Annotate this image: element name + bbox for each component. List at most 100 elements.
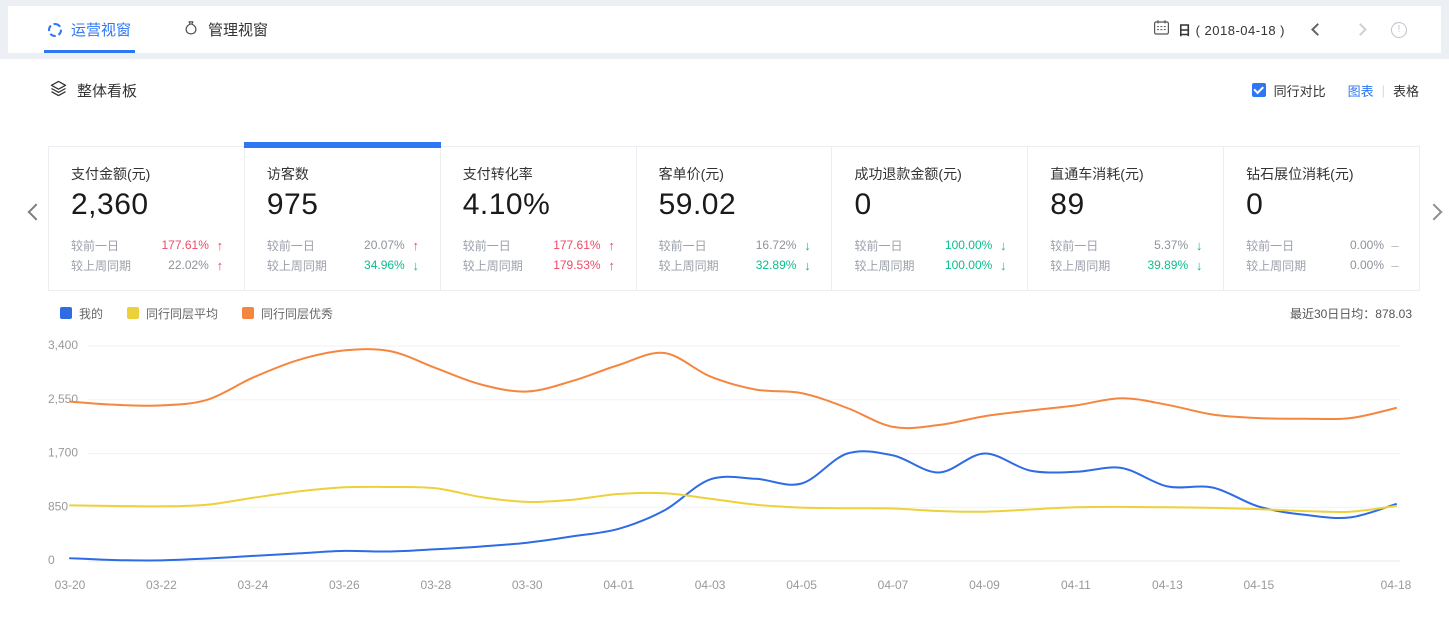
x-axis-label: 04-03 <box>695 578 726 592</box>
metric-row-label: 较上周同期 <box>462 258 523 273</box>
y-axis-label: 1,700 <box>48 446 78 460</box>
metric-row-label: 较前一日 <box>462 238 511 253</box>
metric-rows: 较前一日 5.37% ↓ 较上周同期 39.89% ↓ <box>1050 235 1205 275</box>
metric-title: 钻石展位消耗(元) <box>1246 166 1354 182</box>
metric-row-value: 100.00% <box>944 258 993 272</box>
metric-row: 较前一日 5.37% ↓ <box>1050 235 1205 255</box>
date-controls: 日 ( 2018-04-18 ) <box>1153 19 1407 41</box>
metric-row-right: 22.02% ↑ <box>149 258 226 273</box>
metric-card[interactable]: 支付转化率 4.10% 较前一日 177.61% ↑ 较上周同期 179.53%… <box>440 146 637 291</box>
legend-label: 我的 <box>79 306 104 321</box>
metric-row-value: 22.02% <box>168 258 209 272</box>
metric-row-right: 34.96% ↓ <box>345 258 422 273</box>
metric-row-label: 较前一日 <box>1050 238 1099 253</box>
chevron-left-icon[interactable] <box>1311 23 1324 36</box>
metric-row-right: 177.61% ↑ <box>149 238 226 253</box>
trend-arrow-icon: ↑ <box>412 237 419 253</box>
metric-rows: 较前一日 16.72% ↓ 较上周同期 32.89% ↓ <box>659 235 814 275</box>
metric-row-label: 较前一日 <box>658 238 707 253</box>
metric-value: 975 <box>266 188 319 221</box>
metric-row-value: 39.89% <box>1147 258 1189 272</box>
trend-arrow-icon: ↓ <box>1195 237 1203 253</box>
metric-row: 较前一日 177.61% ↑ <box>71 235 226 255</box>
trend-arrow-icon: ↓ <box>1000 237 1007 253</box>
trend-arrow-icon: ↓ <box>1195 257 1203 273</box>
view-chart-link[interactable]: 图表 <box>1347 83 1374 99</box>
metric-card[interactable]: 支付金额(元) 2,360 较前一日 177.61% ↑ 较上周同期 22.02… <box>48 146 245 291</box>
board-title-group: 整体看板 <box>50 80 137 101</box>
x-axis-label: 04-07 <box>878 578 909 592</box>
view-toggle-divider: | <box>1381 82 1385 98</box>
metric-row: 较上周同期 179.53% ↑ <box>463 255 618 275</box>
board-header: 整体看板 同行对比 图表 | 表格 <box>0 59 1449 105</box>
legend-item[interactable]: 我的 <box>60 305 103 322</box>
tab-management-view[interactable]: 管理视窗 <box>183 6 268 53</box>
metric-title: 成功退款金额(元) <box>854 166 962 182</box>
metric-card[interactable]: 直通车消耗(元) 89 较前一日 5.37% ↓ 较上周同期 39.89% ↓ <box>1028 146 1225 291</box>
legend: 我的 同行同层平均 同行同层优秀 <box>60 305 357 322</box>
metric-row-right: 16.72% ↓ <box>736 238 813 253</box>
legend-item[interactable]: 同行同层平均 <box>127 305 218 322</box>
y-axis-label: 850 <box>48 499 68 513</box>
legend-label: 同行同层平均 <box>146 306 219 321</box>
metric-row: 较上周同期 22.02% ↑ <box>71 255 226 275</box>
tab-operations-view[interactable]: 运营视窗 <box>43 6 136 53</box>
metric-row: 较上周同期 34.96% ↓ <box>267 255 422 275</box>
selected-card-indicator <box>243 142 441 148</box>
x-axis-label: 03-20 <box>55 578 86 592</box>
metric-rows: 较前一日 20.07% ↑ 较上周同期 34.96% ↓ <box>267 235 422 275</box>
date-period-label: 日 <box>1177 23 1192 38</box>
metric-row-label: 较上周同期 <box>1050 258 1111 273</box>
metric-row: 较上周同期 39.89% ↓ <box>1050 255 1205 275</box>
metric-row: 较前一日 0.00% – <box>1246 235 1401 255</box>
x-axis-label: 03-22 <box>146 578 177 592</box>
money-bag-icon <box>183 20 199 40</box>
metric-card[interactable]: 成功退款金额(元) 0 较前一日 100.00% ↓ 较上周同期 100.00%… <box>832 146 1029 291</box>
metric-row-right: 32.89% ↓ <box>736 258 813 273</box>
metric-card[interactable]: 钻石展位消耗(元) 0 较前一日 0.00% – 较上周同期 0.00% – <box>1224 146 1421 291</box>
calendar-icon <box>1153 19 1170 41</box>
x-axis-label: 03-30 <box>512 578 543 592</box>
info-icon[interactable] <box>1391 21 1407 38</box>
metric-value: 89 <box>1050 188 1085 221</box>
chart-wrap: 0 850 1,700 2,550 3,400 03-20 03-22 03-24 03-26 0… <box>0 333 1449 622</box>
metric-rows: 较前一日 100.00% ↓ 较上周同期 100.00% ↓ <box>854 235 1009 275</box>
chevron-right-icon[interactable] <box>1354 23 1367 36</box>
legend-swatch <box>60 307 72 319</box>
metric-row-value: 0.00% <box>1349 238 1385 252</box>
avg-note: 最近30日日均：878.03 <box>1289 306 1412 321</box>
legend-item[interactable]: 同行同层优秀 <box>242 305 333 322</box>
metric-row-value: 100.00% <box>944 238 993 252</box>
trend-arrow-icon: ↓ <box>412 257 419 273</box>
dashed-circle-icon <box>48 22 62 37</box>
trend-arrow-icon: ↑ <box>216 237 224 253</box>
date-selector[interactable]: 日 ( 2018-04-18 ) <box>1178 20 1285 39</box>
x-axis-label: 03-24 <box>238 578 269 592</box>
metric-row-value: 177.61% <box>161 238 209 252</box>
metric-row-right: 5.37% ↓ <box>1128 238 1205 253</box>
y-axis-label: 0 <box>48 553 55 567</box>
metric-value: 0 <box>1246 188 1264 221</box>
metric-card[interactable]: 访客数 975 较前一日 20.07% ↑ 较上周同期 34.96% ↓ <box>243 142 441 291</box>
x-axis-label: 04-05 <box>786 578 817 592</box>
metric-row-value: 5.37% <box>1154 238 1189 252</box>
metric-row-label: 较上周同期 <box>71 258 132 273</box>
legend-label: 同行同层优秀 <box>261 306 334 321</box>
metric-title: 直通车消耗(元) <box>1050 166 1144 182</box>
metric-row-label: 较前一日 <box>266 238 315 253</box>
metric-row-value: 32.89% <box>755 258 797 272</box>
metric-value: 2,360 <box>71 188 149 221</box>
view-table-link[interactable]: 表格 <box>1392 83 1419 99</box>
metric-rows: 较前一日 0.00% – 较上周同期 0.00% – <box>1246 235 1401 275</box>
metric-row-right: 179.53% ↑ <box>541 258 618 273</box>
top-nav: 运营视窗 管理视窗 日 ( 2018-04-18 ) <box>8 6 1441 53</box>
metric-row-value: 20.07% <box>364 238 405 252</box>
metric-row-right: 100.00% ↓ <box>932 238 1009 253</box>
peer-compare-checkbox[interactable] <box>1251 83 1266 97</box>
layers-icon <box>50 80 67 101</box>
metric-row-right: 0.00% – <box>1324 238 1401 253</box>
metric-card[interactable]: 客单价(元) 59.02 较前一日 16.72% ↓ 较上周同期 32.89% … <box>636 146 833 291</box>
trend-arrow-icon: ↓ <box>1000 257 1007 273</box>
metric-row-right: 20.07% ↑ <box>345 238 422 253</box>
